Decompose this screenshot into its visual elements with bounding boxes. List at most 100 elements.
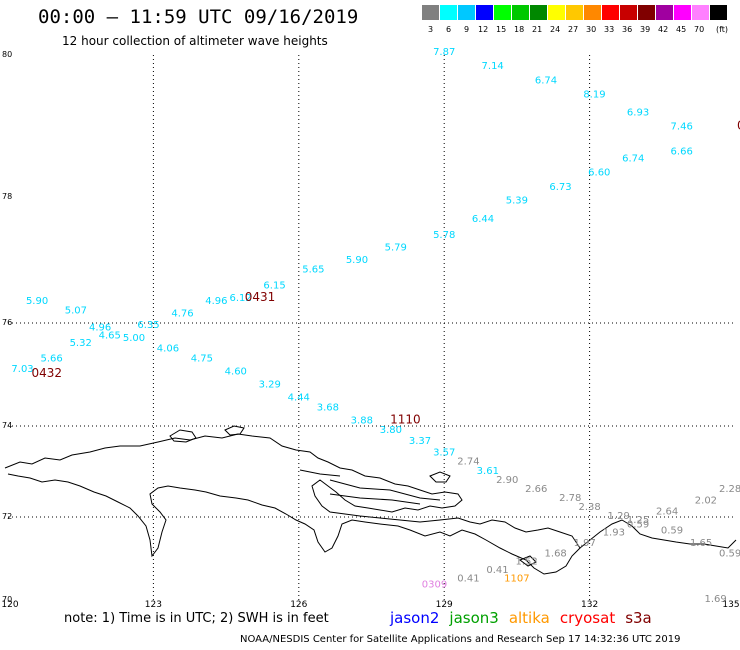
island-2 [224, 425, 245, 436]
pass-time-label: 0432 [31, 366, 62, 380]
wave-height-value: 1.29 [608, 511, 630, 522]
wave-height-value: 1.69 [704, 594, 726, 605]
wave-height-value: 7.03 [11, 364, 33, 375]
legend-swatch [656, 5, 673, 20]
wave-height-value: 7.46 [671, 122, 693, 133]
legend-swatch [566, 5, 583, 20]
legend-swatch [440, 5, 457, 20]
island-3 [429, 471, 451, 483]
legend-label: 24 [550, 25, 561, 34]
credit-line: NOAA/NESDIS Center for Satellite Applica… [240, 634, 681, 645]
wave-height-value: 5.07 [65, 306, 87, 317]
legend-swatch [692, 5, 709, 20]
lat-label: 76 [2, 318, 13, 327]
legend-swatch [710, 5, 727, 20]
legend-label: 42 [658, 25, 669, 34]
legend-label: 36 [622, 25, 633, 34]
satellite-cryosat: cryosat [559, 609, 616, 627]
lat-label: 72 [2, 512, 13, 521]
legend-swatch [458, 5, 475, 20]
lat-label: 78 [2, 192, 13, 201]
legend-label: 21 [532, 25, 543, 34]
wave-height-value: 8.19 [583, 90, 605, 101]
wave-height-value: 5.66 [40, 354, 62, 365]
legend-swatch [422, 5, 439, 20]
wave-height-value: 4.44 [288, 392, 310, 403]
wave-height-value: 4.60 [225, 367, 247, 378]
pass-time-labels: 0431043211100902511 [31, 119, 740, 427]
wave-height-value: 0.41 [457, 573, 479, 584]
legend-swatch [512, 5, 529, 20]
wave-height-value: 6.15 [263, 280, 285, 291]
legend-label: 27 [568, 25, 579, 34]
footnote: note: 1) Time is in UTC; 2) SWH is in fe… [64, 611, 329, 626]
satellite-altika: altika [508, 609, 550, 627]
wave-height-value: 2.28 [719, 484, 740, 495]
legend-swatch [494, 5, 511, 20]
wave-height-value: 5.00 [123, 333, 145, 344]
lat-label: 74 [2, 421, 13, 430]
coast-east [579, 519, 737, 549]
wave-height-value: 1.68 [545, 548, 567, 559]
legend-swatch [476, 5, 493, 20]
lon-label: 120 [1, 600, 19, 610]
wave-height-value: 7.14 [482, 61, 504, 72]
wave-height-value: 2.64 [656, 507, 678, 518]
legend-label: 18 [514, 25, 525, 34]
satellite-jason2: jason2 [390, 609, 440, 627]
legend-unit: (ft) [716, 25, 729, 34]
wave-height-value: 6.74 [535, 75, 557, 86]
wave-height-value: 7.87 [433, 47, 455, 58]
wave-height-value: 6.74 [622, 154, 644, 165]
legend-label: 6 [446, 25, 452, 34]
lon-label: 123 [144, 600, 162, 610]
wave-height-value: 3.29 [259, 379, 281, 390]
pass-time-label: 09 [737, 119, 740, 133]
island-4 [518, 555, 537, 567]
legend-swatch [548, 5, 565, 20]
pass-time-label: 1110 [390, 412, 421, 426]
wave-height-value: 3.80 [380, 425, 402, 436]
wave-height-value: 2.74 [457, 457, 479, 468]
wave-height-value: 5.39 [506, 195, 528, 206]
wave-height-value: 3.57 [433, 448, 455, 459]
legend-swatch [602, 5, 619, 20]
wave-height-value: 6.93 [627, 107, 649, 118]
legend-swatch [584, 5, 601, 20]
wave-height-value: 1.65 [690, 538, 712, 549]
legend-swatch [674, 5, 691, 20]
delta-lines [299, 469, 441, 505]
wave-height-value: 3.88 [351, 415, 373, 426]
coastline [4, 425, 737, 575]
wave-height-value: 6.60 [588, 168, 610, 179]
wave-height-value: 2.90 [496, 475, 518, 486]
wave-height-value: 2.66 [525, 484, 547, 495]
wave-height-value: 2.38 [578, 502, 600, 513]
wave-height-value: 6.73 [549, 182, 571, 193]
wave-height-value: 0.59 [661, 526, 683, 537]
wave-height-value: 6.12 [230, 293, 252, 304]
wave-height-value: 2.78 [559, 493, 581, 504]
wave-height-value: 6.66 [671, 146, 693, 157]
wave-height-value: 5.32 [70, 338, 92, 349]
wave-height-value: 1.97 [574, 538, 596, 549]
legend-label: 33 [604, 25, 615, 34]
wave-height-value: 1.52 [515, 557, 537, 568]
island-1 [169, 429, 197, 443]
wave-height-value: 1107 [504, 573, 529, 584]
wave-height-value: 0309 [422, 580, 447, 591]
lat-label: 80 [2, 50, 13, 59]
wave-height-value: 4.96 [205, 296, 227, 307]
legend-label: 70 [694, 25, 705, 34]
lon-label: 135 [722, 600, 740, 610]
wave-height-value: 2.02 [695, 495, 717, 506]
pass-time-label: 0431 [245, 290, 276, 304]
landmass-main [4, 433, 581, 575]
wave-height-value: 5.90 [26, 296, 48, 307]
wave-height-value: 3.61 [477, 466, 499, 477]
wave-height-value: 1.93 [603, 528, 625, 539]
legend-label: 15 [496, 25, 507, 34]
legend-swatch [530, 5, 547, 20]
wave-height-value: 1.25 [627, 515, 649, 526]
legend-label: 12 [478, 25, 489, 34]
